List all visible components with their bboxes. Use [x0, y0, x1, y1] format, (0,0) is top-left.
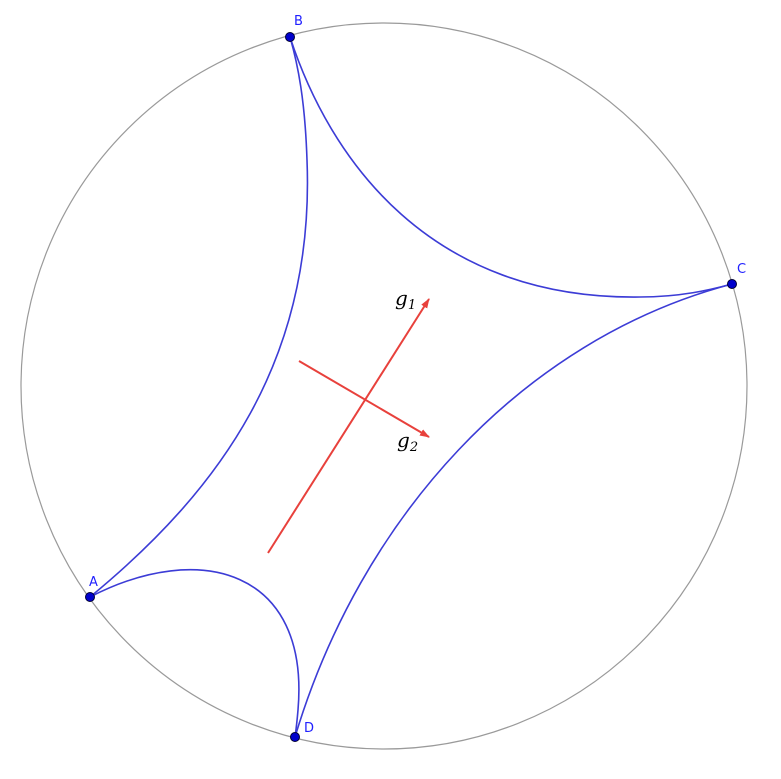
- vector-g2-letter: g: [397, 428, 410, 452]
- vector-g1-arrow: [267, 298, 430, 554]
- point-d-label: D: [304, 721, 314, 736]
- point-d[interactable]: [290, 732, 300, 742]
- geodesic-a-b: [89, 36, 309, 598]
- vector-g1-letter: g: [395, 286, 408, 310]
- disk-boundary: [20, 22, 748, 750]
- point-b[interactable]: [285, 32, 295, 42]
- point-c[interactable]: [727, 279, 737, 289]
- vector-g2-arrow: [298, 360, 430, 438]
- vector-g2-label: g2: [397, 428, 418, 455]
- point-a-label: A: [89, 575, 98, 590]
- vector-g1-subscript: 1: [408, 298, 416, 313]
- geodesic-c-d: [294, 283, 733, 738]
- geodesic-a-d: [89, 569, 300, 738]
- vector-g1-label: g1: [395, 286, 416, 313]
- point-b-label: B: [294, 14, 303, 29]
- point-a[interactable]: [85, 592, 95, 602]
- geodesic-b-c: [289, 36, 733, 298]
- point-c-label: C: [737, 262, 746, 277]
- vector-g2-subscript: 2: [409, 440, 418, 455]
